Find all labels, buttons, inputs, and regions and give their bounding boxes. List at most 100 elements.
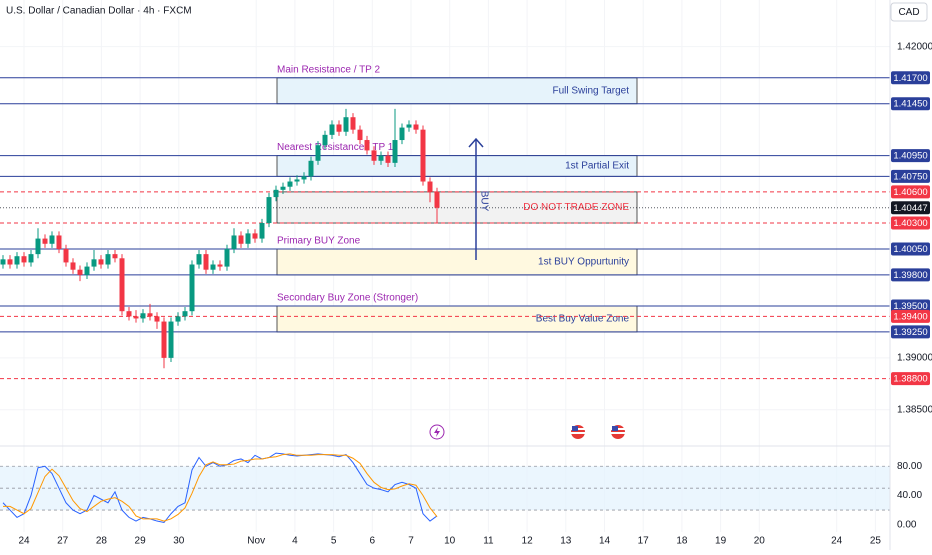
candle-body xyxy=(119,258,125,312)
price-label-box xyxy=(891,185,930,199)
event-flag-stripe xyxy=(611,432,625,434)
candle-body xyxy=(91,259,97,267)
currency[interactable]: CAD xyxy=(898,7,919,18)
stoch-tick-label: 0.00 xyxy=(897,519,917,530)
candle-body xyxy=(322,134,328,146)
candle-body xyxy=(434,191,440,208)
candle-body xyxy=(7,259,13,265)
price-label: 1.41700 xyxy=(893,73,927,84)
event-icons[interactable] xyxy=(429,424,625,440)
zone-title: Main Resistance / TP 2 xyxy=(277,64,380,75)
x-tick-label: 25 xyxy=(870,536,882,547)
candle-body xyxy=(378,155,384,161)
candle-body xyxy=(203,254,209,270)
candle-body xyxy=(364,140,370,151)
candle-body xyxy=(161,321,167,358)
candle-body xyxy=(336,124,342,132)
candle-body xyxy=(266,197,272,224)
candle-body xyxy=(427,181,433,192)
candle-body xyxy=(133,316,139,319)
symbol-title: U.S. Dollar / Canadian Dollar · 4h · FXC… xyxy=(6,6,192,17)
zone-title: Primary BUY Zone xyxy=(277,236,361,247)
zone xyxy=(276,248,638,276)
zone-label: Full Swing Target xyxy=(552,85,629,96)
price-label: 1.40950 xyxy=(893,151,927,162)
x-tick-label: 17 xyxy=(638,536,650,547)
price-label-box xyxy=(891,372,930,386)
candle-body xyxy=(56,235,62,249)
candle-body xyxy=(14,256,20,265)
x-tick-label: 5 xyxy=(331,536,337,547)
x-tick-label: 14 xyxy=(599,536,611,547)
candle-body xyxy=(49,235,55,244)
zone-label: 1st Partial Exit xyxy=(565,161,629,172)
zone-title: Nearest Resistance / TP 1 xyxy=(277,142,394,153)
candle-body xyxy=(21,256,27,263)
candle-body xyxy=(189,264,195,312)
candle-body xyxy=(252,233,258,239)
stoch-line xyxy=(3,453,438,522)
candle-body xyxy=(217,264,223,267)
x-tick-label: 11 xyxy=(483,536,494,547)
price-label: 1.41450 xyxy=(893,99,927,110)
candle-body xyxy=(238,235,244,244)
event-icon-bolt xyxy=(434,427,440,437)
x-tick-label: 4 xyxy=(292,536,298,547)
candle-body xyxy=(329,124,335,135)
candle-body xyxy=(84,266,90,275)
price-label-box xyxy=(891,268,930,282)
x-tick-label: 18 xyxy=(676,536,688,547)
zone-label: Best Buy Value Zone xyxy=(536,314,630,325)
candle-body xyxy=(308,160,314,177)
candle-body xyxy=(399,127,405,141)
price-label-box xyxy=(891,242,930,256)
stoch-tick-label: 40.00 xyxy=(897,490,922,501)
x-tick-label: 13 xyxy=(560,536,572,547)
price-label-box xyxy=(891,299,930,313)
candle-body xyxy=(343,117,349,132)
zone xyxy=(276,305,638,333)
price-label: 1.38800 xyxy=(893,374,927,385)
price-label-box xyxy=(891,309,930,323)
event-flag-stripe xyxy=(571,432,585,434)
price-label: 1.39400 xyxy=(893,311,927,322)
candle-body xyxy=(147,313,153,317)
price-label-box xyxy=(891,325,930,339)
y-tick-label: 1.38500 xyxy=(897,404,932,415)
candle-body xyxy=(413,124,419,130)
x-tick-label: 28 xyxy=(96,536,108,547)
candle-body xyxy=(154,316,160,322)
candle-body xyxy=(112,254,118,259)
candle-body xyxy=(168,321,174,358)
price-label-box xyxy=(891,71,930,85)
x-tick-label: Nov xyxy=(247,536,265,547)
candle-body xyxy=(259,223,265,239)
x-tick-label: 12 xyxy=(522,536,534,547)
zone-title: Secondary Buy Zone (Stronger) xyxy=(277,293,418,304)
candle-body xyxy=(70,262,76,270)
y-tick-label: 1.39000 xyxy=(897,353,932,364)
currency-box[interactable] xyxy=(890,2,928,22)
price-label-box xyxy=(891,216,930,230)
x-tick-label: 19 xyxy=(715,536,727,547)
buy-annotation: BUY xyxy=(478,191,489,212)
price-label-box xyxy=(891,201,930,215)
price-label: 1.40750 xyxy=(893,171,927,182)
candle-body xyxy=(231,235,237,249)
candle-body xyxy=(98,259,104,265)
price-label-box xyxy=(891,97,930,111)
candle-body xyxy=(175,316,181,322)
candle-body xyxy=(371,150,377,161)
x-tick-label: 27 xyxy=(57,536,69,547)
candle-body xyxy=(28,254,34,263)
x-tick-label: 29 xyxy=(135,536,147,547)
stoch-tick-label: 80.00 xyxy=(897,461,922,472)
candle-body xyxy=(273,189,279,198)
candle-body xyxy=(0,259,6,265)
stoch-line xyxy=(2,452,438,524)
candle-body xyxy=(245,233,251,244)
candle-body xyxy=(287,181,293,187)
x-tick-label: 30 xyxy=(173,536,185,547)
